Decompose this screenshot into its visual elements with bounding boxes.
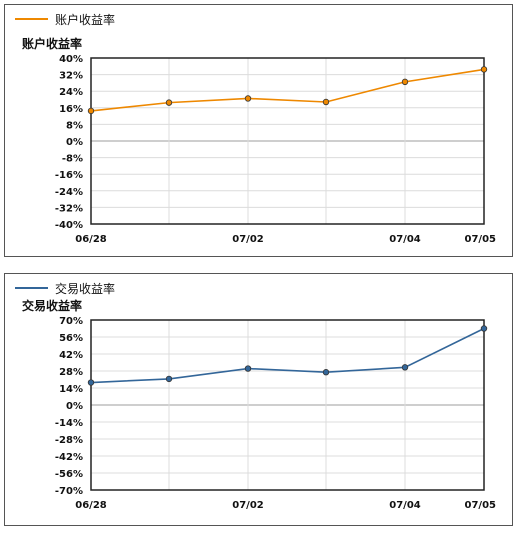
data-point [87,379,95,386]
x-tick-label: 07/02 [232,234,264,245]
y-tick-label: 8% [66,120,83,131]
series-line [90,327,485,384]
data-point [165,375,173,383]
y-tick-label: -24% [55,187,83,198]
y-tick-label: 14% [59,384,83,395]
data-point [401,364,409,371]
legend-label: 账户收益率 [55,12,115,27]
data-point [87,107,95,115]
y-axis-label: 交易收益率 [22,298,82,313]
data-point [401,78,409,86]
legend-label: 交易收益率 [55,281,115,296]
x-tick-label: 07/05 [465,234,497,245]
x-tick-label: 07/04 [389,234,421,245]
y-tick-label: 32% [59,71,83,82]
y-tick-label: 28% [59,367,83,378]
plot-area-border [90,57,485,225]
y-tick-label: 0% [66,137,83,148]
data-point [322,369,330,376]
plot-area-border [90,319,485,491]
account-return-chart: 账户收益率账户收益率40%32%24%16%8%0%-8%-16%-24%-32… [4,4,513,257]
x-tick-label: 07/02 [232,500,264,511]
chart-panel [4,273,513,526]
y-tick-label: -40% [55,220,83,231]
y-tick-label: 24% [59,87,83,98]
y-tick-label: -42% [55,452,83,463]
x-tick-label: 07/05 [465,500,497,511]
chart-panel [4,4,513,257]
y-tick-label: -32% [55,203,83,214]
series-line [90,68,485,112]
y-tick-label: 16% [59,104,83,115]
x-tick-label: 06/28 [75,500,107,511]
y-tick-label: 56% [59,333,83,344]
y-tick-label: 70% [59,316,83,327]
data-point [244,95,252,102]
y-tick-label: 40% [59,54,83,65]
y-tick-label: 0% [66,401,83,412]
y-tick-label: -70% [55,486,83,497]
x-tick-label: 06/28 [75,234,107,245]
y-tick-label: -14% [55,418,83,429]
data-point [322,98,330,106]
y-axis-label: 账户收益率 [22,36,82,51]
data-point [244,365,252,372]
trade-return-chart: 交易收益率交易收益率70%56%42%28%14%0%-14%-28%-42%-… [4,273,513,526]
data-point [480,66,488,73]
y-tick-label: -16% [55,170,83,181]
data-point [165,99,173,106]
x-tick-label: 07/04 [389,500,421,511]
y-tick-label: 42% [59,350,83,361]
y-tick-label: -28% [55,435,83,446]
y-tick-label: -8% [62,154,83,165]
y-tick-label: -56% [55,469,83,480]
data-point [480,325,488,332]
